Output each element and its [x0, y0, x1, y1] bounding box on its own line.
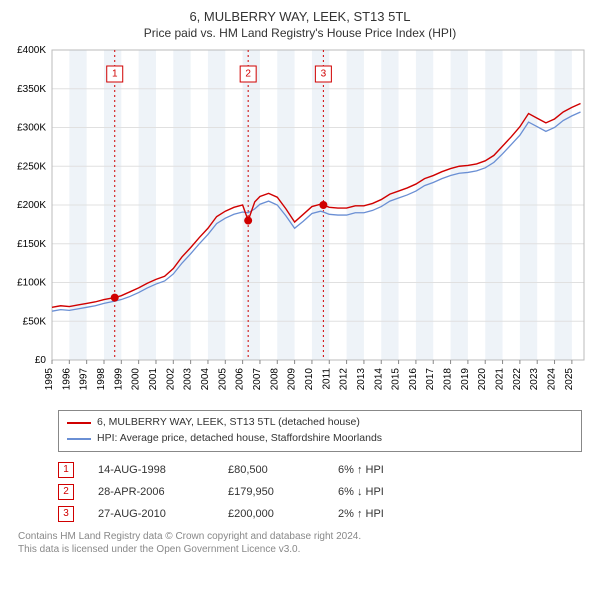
- sale-price: £179,950: [228, 486, 338, 498]
- svg-text:£100K: £100K: [17, 278, 46, 289]
- line-chart: £0 £50K £100K £150K £200K £250K £300K £350K £400…: [0, 44, 600, 404]
- legend-swatch: [67, 438, 91, 440]
- svg-text:2012: 2012: [339, 368, 350, 391]
- legend-swatch: [67, 422, 91, 424]
- svg-text:2004: 2004: [200, 368, 211, 391]
- svg-text:2014: 2014: [373, 368, 384, 391]
- svg-text:2001: 2001: [148, 368, 159, 391]
- svg-text:2016: 2016: [408, 368, 419, 391]
- svg-text:£400K: £400K: [17, 45, 46, 56]
- svg-text:1: 1: [112, 69, 118, 80]
- svg-text:2008: 2008: [269, 368, 280, 391]
- svg-text:2013: 2013: [356, 368, 367, 391]
- svg-text:2023: 2023: [529, 368, 540, 391]
- sale-price: £200,000: [228, 508, 338, 520]
- sale-delta: 2% ↑ HPI: [338, 508, 438, 520]
- svg-text:1998: 1998: [96, 368, 107, 391]
- sale-date: 28-APR-2006: [98, 486, 228, 498]
- svg-text:2019: 2019: [460, 368, 471, 391]
- svg-text:2011: 2011: [321, 368, 332, 390]
- svg-text:2009: 2009: [287, 368, 298, 391]
- svg-text:1995: 1995: [44, 368, 55, 391]
- svg-text:2002: 2002: [165, 368, 176, 391]
- legend-item: 6, MULBERRY WAY, LEEK, ST13 5TL (detache…: [67, 415, 573, 431]
- sale-delta: 6% ↑ HPI: [338, 464, 438, 476]
- svg-text:2007: 2007: [252, 368, 263, 391]
- sales-table: 1 14-AUG-1998£80,5006% ↑ HPI 2 28-APR-2006£…: [58, 462, 582, 522]
- svg-text:£0: £0: [35, 355, 47, 366]
- svg-text:2006: 2006: [235, 368, 246, 391]
- svg-text:£50K: £50K: [23, 316, 47, 327]
- svg-text:2000: 2000: [131, 368, 142, 391]
- sale-marker: 3: [58, 506, 74, 522]
- footer-attribution: Contains HM Land Registry data © Crown c…: [18, 530, 582, 557]
- svg-text:2022: 2022: [512, 368, 523, 391]
- sale-row: 1 14-AUG-1998£80,5006% ↑ HPI: [58, 462, 582, 478]
- legend-item: HPI: Average price, detached house, Staf…: [67, 431, 573, 447]
- svg-text:1997: 1997: [79, 368, 90, 391]
- legend: 6, MULBERRY WAY, LEEK, ST13 5TL (detache…: [58, 410, 582, 452]
- svg-text:2017: 2017: [425, 368, 436, 391]
- svg-text:£350K: £350K: [17, 84, 46, 95]
- footer-line-1: Contains HM Land Registry data © Crown c…: [18, 530, 582, 544]
- sale-price: £80,500: [228, 464, 338, 476]
- sale-delta: 6% ↓ HPI: [338, 486, 438, 498]
- svg-text:£150K: £150K: [17, 239, 46, 250]
- sale-date: 14-AUG-1998: [98, 464, 228, 476]
- legend-label: 6, MULBERRY WAY, LEEK, ST13 5TL (detache…: [97, 415, 360, 431]
- svg-text:2010: 2010: [304, 368, 315, 391]
- svg-text:1996: 1996: [61, 368, 72, 391]
- svg-text:2: 2: [245, 69, 251, 80]
- legend-label: HPI: Average price, detached house, Staf…: [97, 431, 382, 447]
- svg-text:£200K: £200K: [17, 200, 46, 211]
- sale-marker: 1: [58, 462, 74, 478]
- svg-text:3: 3: [321, 69, 327, 80]
- chart-area: £0 £50K £100K £150K £200K £250K £300K £350K £400…: [0, 44, 600, 404]
- sale-marker: 2: [58, 484, 74, 500]
- svg-text:2018: 2018: [443, 368, 454, 391]
- sale-date: 27-AUG-2010: [98, 508, 228, 520]
- svg-text:£300K: £300K: [17, 123, 46, 134]
- footer-line-2: This data is licensed under the Open Gov…: [18, 543, 582, 557]
- sale-row: 2 28-APR-2006£179,9506% ↓ HPI: [58, 484, 582, 500]
- svg-text:2025: 2025: [564, 368, 575, 391]
- chart-subtitle: Price paid vs. HM Land Registry's House …: [0, 26, 600, 44]
- svg-text:2021: 2021: [495, 368, 506, 391]
- chart-title: 6, MULBERRY WAY, LEEK, ST13 5TL: [0, 0, 600, 26]
- sale-row: 3 27-AUG-2010£200,0002% ↑ HPI: [58, 506, 582, 522]
- svg-text:2003: 2003: [183, 368, 194, 391]
- svg-text:£250K: £250K: [17, 161, 46, 172]
- svg-text:2015: 2015: [391, 368, 402, 391]
- svg-text:2005: 2005: [217, 368, 228, 391]
- svg-text:2020: 2020: [477, 368, 488, 391]
- svg-text:2024: 2024: [547, 368, 558, 391]
- svg-text:1999: 1999: [113, 368, 124, 391]
